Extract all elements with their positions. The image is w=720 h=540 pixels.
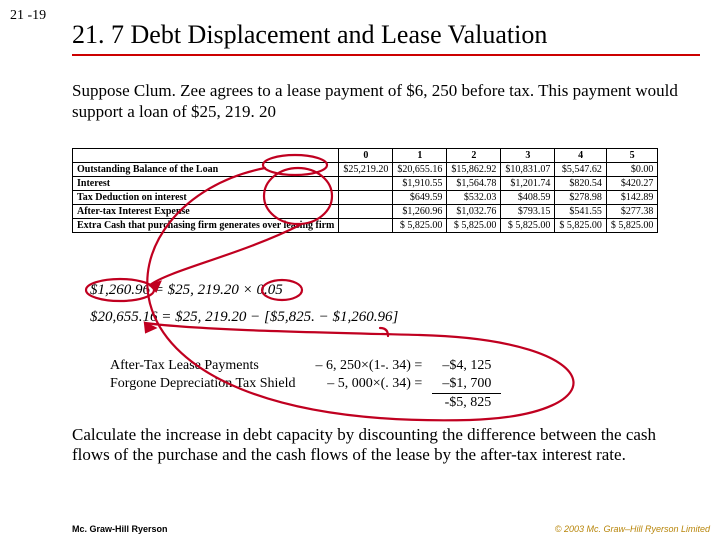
intro-text: Suppose Clum. Zee agrees to a lease paym… [72,80,690,123]
formulas-block: $1,260.96 = $25, 219.20 × 0.05 $20,655.1… [90,282,398,336]
bottom-text: Calculate the increase in debt capacity … [72,425,690,466]
loan-table: 0 1 2 3 4 5 Outstanding Balance of the L… [72,148,658,233]
formula1-lhs: $1,260.96 = [90,282,164,298]
page-number: 21 -19 [10,8,46,24]
formula1-rhs: $25, 219.20 × 0.05 [168,282,283,298]
table-row: Interest$1,910.55$1,564.78$1,201.74$820.… [73,177,658,191]
calc-table: After-Tax Lease Payments – 6, 250×(1-. 3… [100,357,501,412]
table-row: After-tax Interest Expense$1,260.96$1,03… [73,205,658,219]
slide-title: 21. 7 Debt Displacement and Lease Valuat… [72,20,700,56]
table-row: Tax Deduction on interest$649.59$532.03$… [73,191,658,205]
calc-row: Forgone Depreciation Tax Shield – 5, 000… [100,375,501,394]
formula2-rhs: $25, 219.20 − [$5,825. − $1,260.96] [175,309,398,325]
footer-right: © 2003 Mc. Graw–Hill Ryerson Limited [555,524,710,534]
footer-left: Mc. Graw-Hill Ryerson [72,524,168,534]
table-row: Outstanding Balance of the Loan$25,219.2… [73,163,658,177]
calc-row: After-Tax Lease Payments – 6, 250×(1-. 3… [100,357,501,375]
calc-row: -$5, 825 [100,394,501,413]
table-header-row: 0 1 2 3 4 5 [73,149,658,163]
formula2-lhs: $20,655.16 = [90,309,171,325]
table-row: Extra Cash that purchasing firm generate… [73,219,658,233]
